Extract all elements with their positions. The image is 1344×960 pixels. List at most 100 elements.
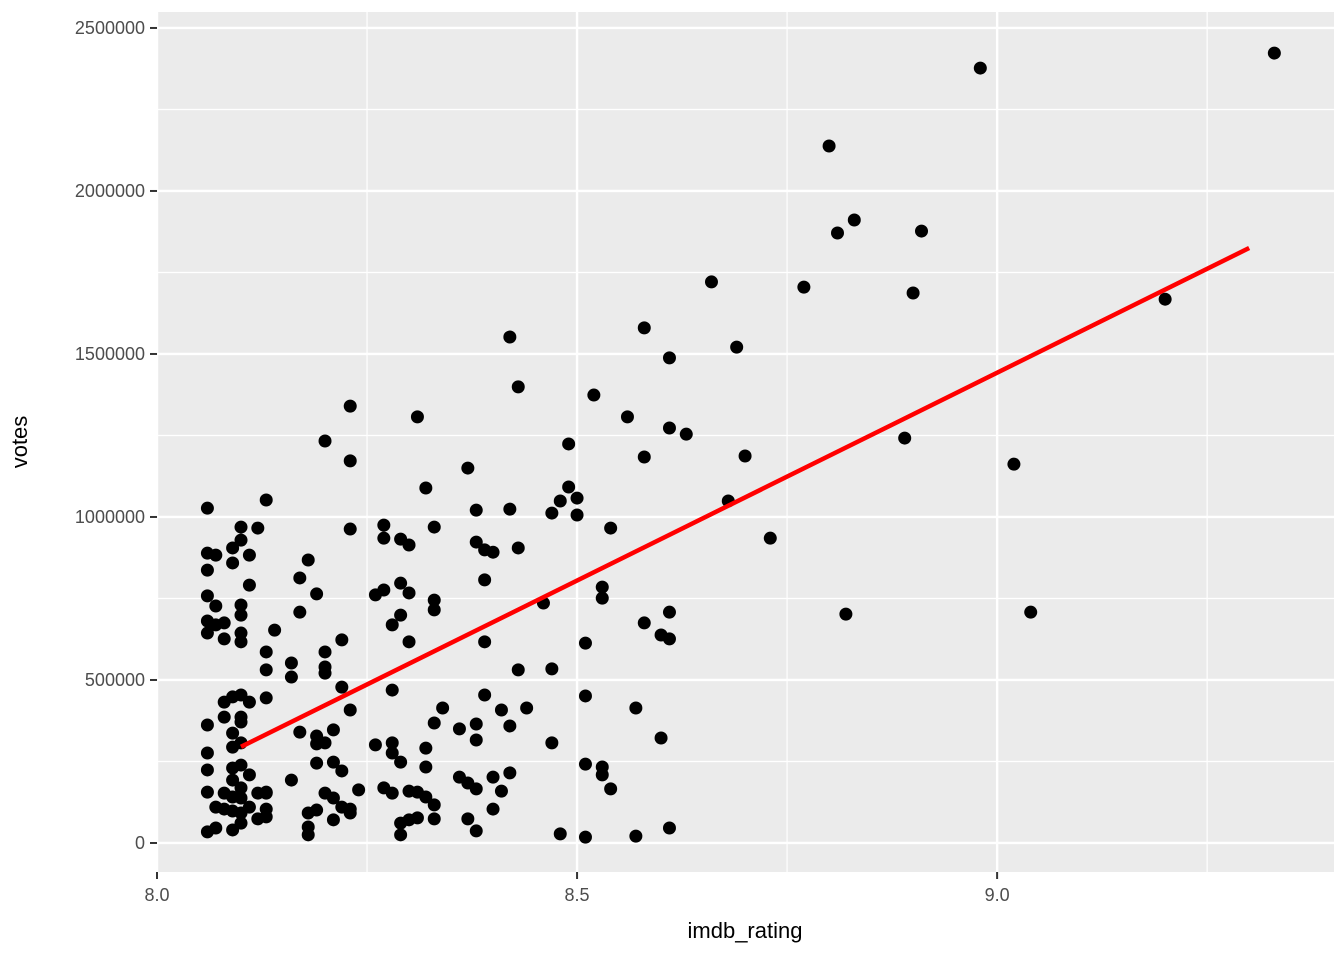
x-axis-tick-label: 9.0 — [985, 885, 1010, 905]
data-point — [461, 812, 475, 826]
data-point — [562, 480, 576, 494]
data-point — [486, 770, 500, 784]
data-point — [797, 280, 811, 294]
data-point — [234, 715, 248, 729]
data-point — [293, 725, 307, 739]
data-point — [679, 427, 693, 441]
data-point — [494, 703, 508, 717]
data-point — [662, 632, 676, 646]
data-point — [730, 340, 744, 354]
data-point — [318, 645, 332, 659]
data-point — [427, 603, 441, 617]
data-point — [352, 783, 366, 797]
data-point — [511, 663, 525, 677]
data-point — [326, 791, 340, 805]
data-point — [419, 760, 433, 774]
data-point — [604, 521, 618, 535]
y-axis-tick-label: 500000 — [85, 670, 145, 690]
data-point — [394, 755, 408, 769]
data-point — [217, 632, 231, 646]
data-point — [385, 786, 399, 800]
data-point — [259, 645, 273, 659]
data-point — [469, 503, 483, 517]
y-axis-tick-label: 1000000 — [75, 507, 145, 527]
data-point — [520, 701, 534, 715]
data-point — [461, 461, 475, 475]
data-point — [1007, 457, 1021, 471]
data-point — [427, 798, 441, 812]
data-point — [427, 520, 441, 534]
data-point — [200, 563, 214, 577]
data-point — [259, 493, 273, 507]
data-point — [234, 816, 248, 830]
y-axis-title: votes — [7, 416, 32, 469]
data-point — [377, 583, 391, 597]
data-point — [595, 580, 609, 594]
data-point — [318, 434, 332, 448]
data-point — [335, 680, 349, 694]
data-point — [511, 541, 525, 555]
data-point — [763, 531, 777, 545]
data-point — [469, 717, 483, 731]
data-point — [1024, 605, 1038, 619]
data-point — [427, 593, 441, 607]
data-point — [545, 662, 559, 676]
data-point — [301, 828, 315, 842]
data-point — [200, 589, 214, 603]
data-point — [503, 766, 517, 780]
data-point — [620, 410, 634, 424]
data-point — [419, 790, 433, 804]
data-point — [200, 501, 214, 515]
data-point — [318, 736, 332, 750]
data-point — [326, 813, 340, 827]
data-point — [595, 591, 609, 605]
data-point — [570, 491, 584, 505]
data-point — [915, 224, 929, 238]
data-point — [242, 800, 256, 814]
data-point — [394, 828, 408, 842]
data-point — [385, 683, 399, 697]
data-point — [242, 578, 256, 592]
data-point — [562, 437, 576, 451]
data-point — [469, 782, 483, 796]
data-point — [234, 781, 248, 795]
data-point — [587, 388, 601, 402]
data-point — [343, 454, 357, 468]
data-point — [637, 450, 651, 464]
data-point — [704, 275, 718, 289]
data-point — [830, 226, 844, 240]
data-point — [335, 633, 349, 647]
data-point — [503, 719, 517, 733]
data-point — [545, 736, 559, 750]
data-point — [478, 635, 492, 649]
data-point — [578, 757, 592, 771]
data-point — [318, 666, 332, 680]
data-point — [310, 587, 324, 601]
data-point — [595, 768, 609, 782]
data-point — [226, 726, 240, 740]
trend-line — [240, 246, 1251, 749]
data-point — [200, 763, 214, 777]
data-point — [200, 626, 214, 640]
data-point — [234, 758, 248, 772]
data-point — [839, 607, 853, 621]
data-point — [293, 605, 307, 619]
data-point — [234, 635, 248, 649]
data-point — [200, 785, 214, 799]
y-axis-tick-label: 2500000 — [75, 18, 145, 38]
data-point — [662, 821, 676, 835]
data-point — [662, 421, 676, 435]
data-point — [469, 535, 483, 549]
data-point — [394, 576, 408, 590]
data-point — [343, 703, 357, 717]
data-point — [553, 827, 567, 841]
data-point — [637, 321, 651, 335]
data-point — [226, 773, 240, 787]
data-point — [469, 824, 483, 838]
data-point — [251, 521, 265, 535]
data-point — [503, 330, 517, 344]
data-point — [629, 701, 643, 715]
data-point — [662, 605, 676, 619]
data-point — [217, 710, 231, 724]
data-point — [335, 764, 349, 778]
